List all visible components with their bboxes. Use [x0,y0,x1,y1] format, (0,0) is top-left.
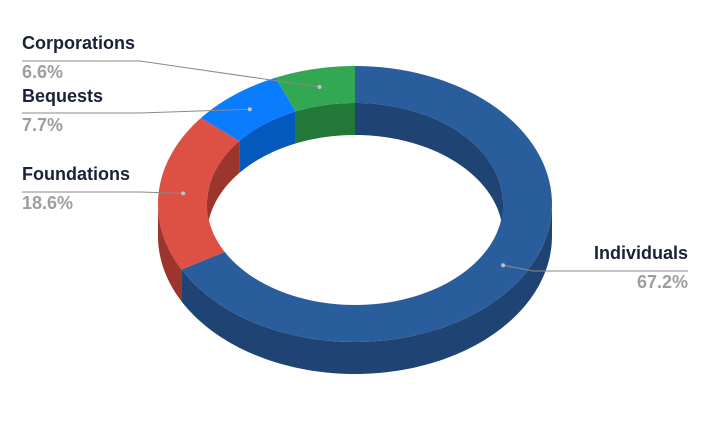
outer-wall-foundations [158,204,182,302]
slice-label-bequests: Bequests [22,86,103,106]
leader-line-individuals [503,264,688,272]
leader-dot-individuals [501,263,506,268]
slice-labels: Individuals 67.2% Foundations 18.6% Bequests… [22,33,688,292]
slice-label-foundations: Foundations [22,164,130,184]
leader-line-bequests [22,108,250,114]
slice-label-individuals: Individuals [594,243,688,263]
slice-corporations [275,66,355,112]
leader-line-corporations [22,60,320,88]
slice-value-individuals: 67.2% [637,272,688,292]
slice-value-foundations: 18.6% [22,193,73,213]
inner-wall-foundations [207,141,240,236]
slice-value-bequests: 7.7% [22,115,63,135]
inner-wall-corporations [295,103,355,144]
inner-wall-bequests [239,111,296,174]
leader-dot-bequests [247,107,252,112]
outer-wall-individuals [181,204,552,374]
slice-value-corporations: 6.6% [22,62,63,82]
leader-dot-foundations [181,191,186,196]
slice-foundations [158,117,240,270]
inner-wall-individuals [355,103,503,236]
donut-sides [158,103,552,374]
slice-label-corporations: Corporations [22,33,135,53]
leader-dot-corporations [317,85,322,90]
leader-line-foundations [22,191,184,194]
